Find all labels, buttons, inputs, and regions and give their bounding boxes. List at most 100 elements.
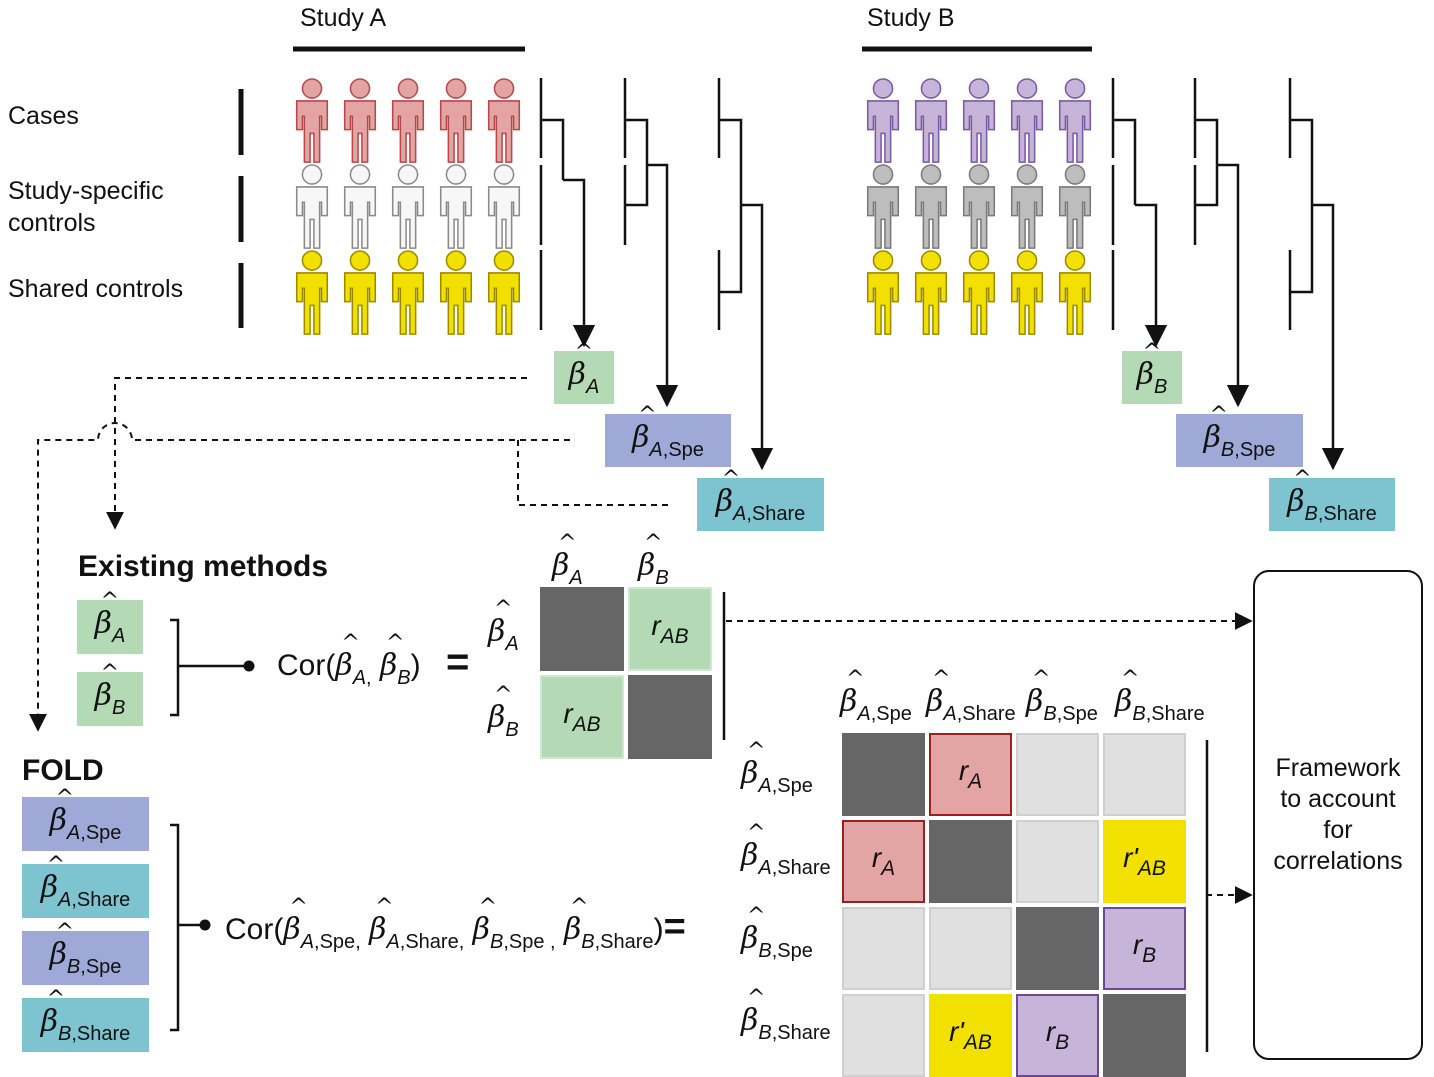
matrix-cell: [1103, 994, 1186, 1077]
fold-beta-a-share-box: ^ βA,Share: [22, 853, 149, 918]
matrix-cell: [842, 907, 925, 990]
matrix-cell: rA: [842, 820, 925, 903]
shared-control-a-person-icon: [295, 250, 329, 335]
case-a-person-icon: [391, 78, 425, 163]
study-b-brackets: [1111, 78, 1345, 471]
equals-small: =: [446, 640, 470, 684]
small-matrix-col-b: ^ βB: [638, 531, 669, 589]
existing-beta-a-box: ^ βA: [77, 589, 143, 654]
shared-control-b-person-icon: [866, 250, 900, 335]
beta-a-box: ^ βA: [554, 339, 614, 404]
people-icons: [295, 78, 1092, 335]
connector-dot: [243, 660, 255, 672]
control-a-person-icon: [295, 164, 329, 249]
beta-b-share-box: ^ βB,Share: [1269, 466, 1395, 531]
row-label-specific-1: Study-specific: [8, 177, 164, 205]
case-b-person-icon: [1058, 78, 1092, 163]
shared-control-a-person-icon: [391, 250, 425, 335]
grouping-brackets: [170, 592, 1209, 1052]
framework-box: Framework to account for correlations: [1253, 570, 1423, 1060]
case-a-person-icon: [487, 78, 521, 163]
shared-control-a-person-icon: [439, 250, 473, 335]
connector-dot: [199, 919, 211, 931]
beta-b-spe-label: ^ βB,Spe: [1203, 402, 1276, 461]
existing-methods-heading: Existing methods: [78, 550, 329, 583]
matrix-cell: [929, 820, 1012, 903]
shared-control-a-person-icon: [343, 250, 377, 335]
shared-control-b-person-icon: [1058, 250, 1092, 335]
cor-expression-large: Cor(^ βA,Spe, ^ βA,Share, ^ βB,Spe , ^ βB,Sh…: [225, 895, 686, 953]
dashed-connectors: [29, 377, 1253, 904]
beta-a-share-box: ^ βA,Share: [697, 466, 824, 531]
small-matrix-row-a: ^ βA: [488, 597, 519, 655]
beta-b-label: ^ βB: [1136, 339, 1168, 398]
fold-beta-b-share-box: ^ βB,Share: [22, 987, 149, 1052]
control-a-person-icon: [487, 164, 521, 249]
case-b-person-icon: [1010, 78, 1044, 163]
study-a-title: Study A: [300, 4, 387, 32]
matrix-cell: rB: [1103, 907, 1186, 990]
control-b-person-icon: [866, 164, 900, 249]
fold-beta-b-spe-box: ^ βB,Spe: [22, 920, 149, 985]
matrix-cell: [540, 587, 624, 671]
large-matrix-row-a-spe: ^ βA,Spe: [741, 739, 813, 797]
matrix-cell: rB: [1016, 994, 1099, 1077]
matrix-cell: [929, 907, 1012, 990]
matrix-cell: r'AB: [1103, 820, 1186, 903]
control-a-person-icon: [391, 164, 425, 249]
fold-heading: FOLD: [22, 754, 104, 787]
study-b-title: Study B: [867, 4, 955, 32]
shared-control-b-person-icon: [1010, 250, 1044, 335]
beta-b-box: ^ βB: [1122, 339, 1182, 404]
matrix-cell: [628, 675, 712, 759]
cor-expression-small: Cor(^ βA, ^ βB): [277, 631, 421, 689]
control-b-person-icon: [914, 164, 948, 249]
row-label-shared: Shared controls: [8, 275, 184, 303]
beta-b-spe-box: ^ βB,Spe: [1176, 402, 1303, 467]
matrix-cell: [1016, 907, 1099, 990]
matrix-cell: rAB: [628, 587, 712, 671]
matrix-cell: rA: [929, 733, 1012, 816]
row-label-specific-2: controls: [8, 209, 96, 237]
small-matrix-col-a: ^ βA: [552, 531, 583, 589]
matrix-cell: [842, 733, 925, 816]
matrix-cell: [1016, 820, 1099, 903]
beta-a-share-label: ^ βA,Share: [715, 466, 806, 525]
beta-a-spe-box: ^ βA,Spe: [605, 402, 731, 467]
matrix-cell: [1103, 733, 1186, 816]
beta-a-label: ^ βA: [568, 339, 600, 398]
matrix-cell: [842, 994, 925, 1077]
control-a-person-icon: [343, 164, 377, 249]
large-matrix-col-a-spe: ^ βA,Spe: [840, 667, 912, 725]
control-b-person-icon: [962, 164, 996, 249]
large-matrix-row-b-spe: ^ βB,Spe: [741, 904, 813, 962]
case-a-person-icon: [439, 78, 473, 163]
row-label-cases: Cases: [8, 102, 79, 130]
small-matrix-row-b: ^ βB: [488, 683, 519, 741]
large-matrix-col-a-share: ^ βA,Share: [926, 667, 1016, 725]
case-a-person-icon: [295, 78, 329, 163]
shared-control-b-person-icon: [962, 250, 996, 335]
matrix-cell: [1016, 733, 1099, 816]
shared-control-a-person-icon: [487, 250, 521, 335]
control-b-person-icon: [1058, 164, 1092, 249]
study-a-brackets: [539, 78, 774, 471]
beta-b-share-label: ^ βB,Share: [1287, 466, 1377, 525]
fold-beta-a-spe-box: ^ βA,Spe: [22, 786, 149, 851]
control-a-person-icon: [439, 164, 473, 249]
large-matrix-col-b-share: ^ βB,Share: [1115, 667, 1205, 725]
matrix-cell: rAB: [540, 675, 624, 759]
beta-a-spe-label: ^ βA,Spe: [632, 402, 704, 461]
matrix-cell: r'AB: [929, 994, 1012, 1077]
control-b-person-icon: [1010, 164, 1044, 249]
case-a-person-icon: [343, 78, 377, 163]
case-b-person-icon: [962, 78, 996, 163]
existing-beta-b-box: ^ βB: [77, 661, 143, 726]
case-b-person-icon: [914, 78, 948, 163]
shared-control-b-person-icon: [914, 250, 948, 335]
case-b-person-icon: [866, 78, 900, 163]
large-matrix-row-a-share: ^ βA,Share: [741, 821, 831, 879]
large-matrix-row-b-share: ^ βB,Share: [741, 986, 831, 1044]
large-matrix-col-b-spe: ^ βB,Spe: [1026, 667, 1098, 725]
